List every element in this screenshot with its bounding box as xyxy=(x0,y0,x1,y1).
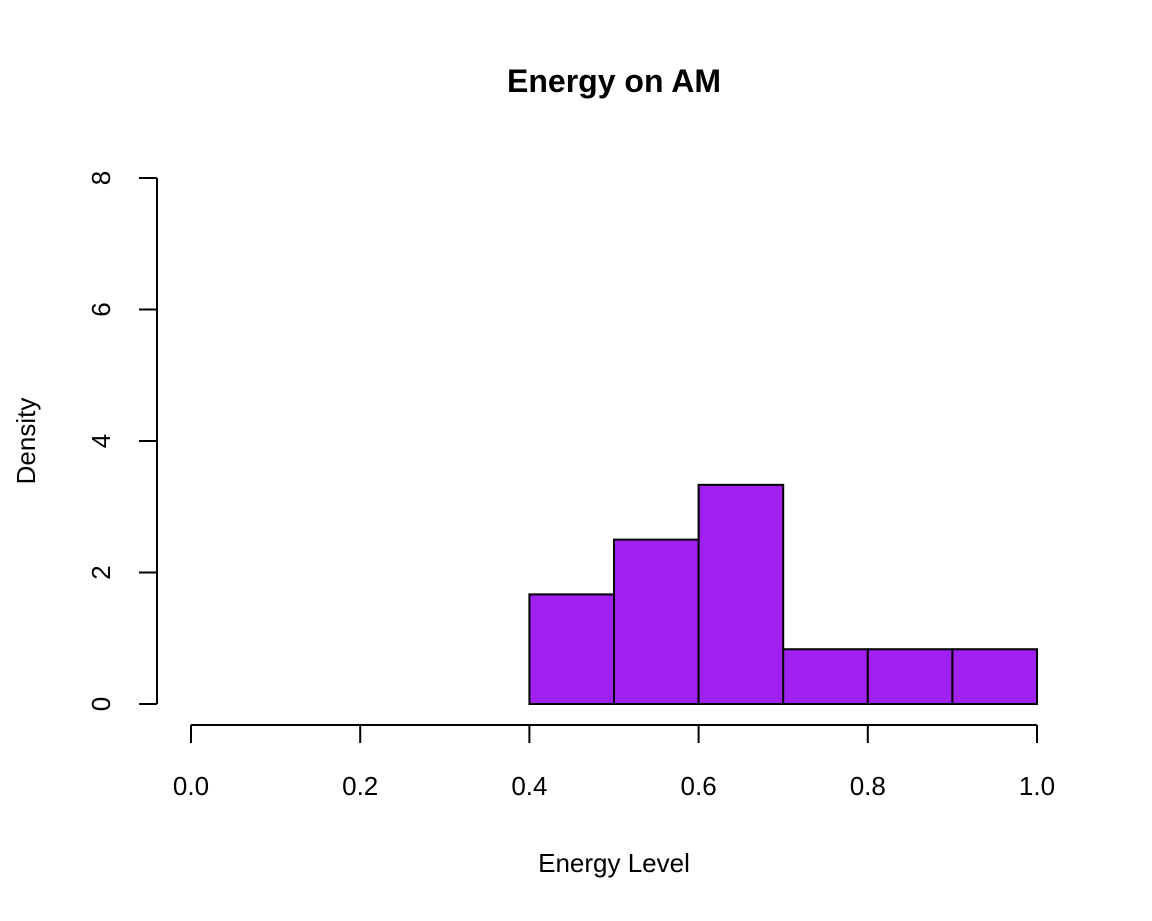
histogram-bar xyxy=(866,648,954,705)
y-axis: 0 2 4 6 8 xyxy=(86,171,158,711)
histogram-bar xyxy=(528,593,616,706)
x-tick-label: 0.6 xyxy=(681,771,717,801)
y-tick-label: 8 xyxy=(86,171,116,185)
histogram-bar xyxy=(782,648,869,705)
x-tick-label: 0.2 xyxy=(342,771,378,801)
histogram-bar xyxy=(951,648,1039,705)
histogram-bar xyxy=(613,538,700,705)
x-tick-label: 0.8 xyxy=(850,771,886,801)
y-tick-label: 2 xyxy=(86,565,116,579)
y-tick-label: 0 xyxy=(86,697,116,711)
x-tick-label: 0.0 xyxy=(173,771,209,801)
x-tick-label: 0.4 xyxy=(511,771,547,801)
x-axis: 0.0 0.2 0.4 0.6 0.8 1.0 xyxy=(173,724,1055,801)
y-tick-label: 4 xyxy=(86,434,116,448)
bars-group xyxy=(528,483,1039,706)
histogram-bar xyxy=(697,483,785,705)
y-tick-label: 6 xyxy=(86,302,116,316)
x-axis-title: Energy Level xyxy=(538,848,690,878)
x-tick-label: 1.0 xyxy=(1019,771,1055,801)
y-axis-title: Density xyxy=(11,398,41,485)
chart-title: Energy on AM xyxy=(507,63,721,99)
